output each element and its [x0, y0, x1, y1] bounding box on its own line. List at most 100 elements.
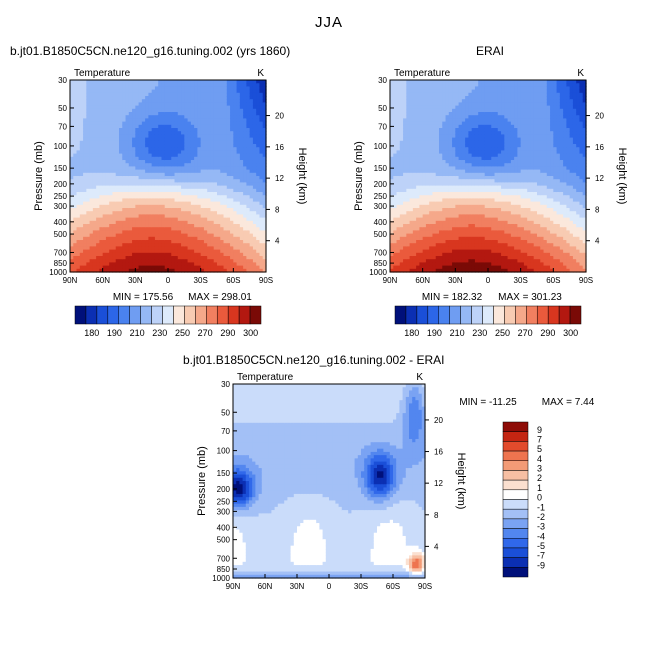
panel1-cell [262, 92, 267, 97]
panel1-cell [73, 105, 78, 110]
panel1-cell [105, 134, 110, 139]
panel2-cell [442, 262, 447, 267]
panel1-cell [92, 217, 97, 222]
panel2-cell [429, 144, 434, 148]
panel1-cell [217, 268, 221, 273]
panel1-cell [164, 105, 169, 110]
panel1-cell [220, 236, 225, 241]
panel1-cell [135, 124, 140, 129]
panel1-cell [161, 182, 166, 187]
panel1-cell [96, 214, 100, 219]
panel1-cell [187, 192, 192, 196]
panel1-cell [207, 179, 212, 183]
panel1-cell [256, 201, 261, 206]
panel2-cell [399, 227, 404, 231]
panel1-cell [102, 198, 107, 203]
panel1-cell [168, 150, 172, 155]
panel1-cell [70, 150, 74, 155]
panel2-cell [422, 105, 427, 110]
panel1-cell [96, 262, 100, 267]
panel1-cell [187, 198, 192, 203]
panel1-cell [210, 233, 215, 238]
panel1-cell [249, 134, 254, 139]
panel2-cell [409, 249, 414, 254]
panel1-cell [161, 153, 166, 158]
panel1-cell [194, 147, 198, 151]
panel1-cell [112, 80, 117, 84]
panel1-cell [89, 108, 94, 113]
panel1-cell [249, 176, 254, 180]
panel2-cell [448, 169, 453, 174]
panel1-cell [70, 268, 74, 273]
panel2-cell [429, 204, 434, 209]
panel1-cell [99, 240, 104, 244]
panel1-cell [194, 214, 198, 219]
panel1-cell [70, 204, 74, 209]
panel1-cell [181, 208, 185, 212]
panel2-cell [432, 137, 437, 142]
panel1-cell [154, 182, 159, 187]
panel2-cell [406, 99, 411, 103]
panel1-cell [262, 179, 267, 183]
panel1-cell [105, 102, 110, 107]
panel1-cell [70, 246, 74, 251]
panel2-cell [422, 121, 427, 126]
panel1-cell [141, 188, 146, 193]
panel1-cell [184, 124, 189, 129]
panel2-cell [445, 86, 450, 91]
panel1-cell [177, 259, 182, 263]
panel1-cell [102, 236, 107, 241]
panel2-cell [399, 214, 404, 219]
panel2-cell [435, 128, 440, 132]
panel1-cell [73, 217, 78, 222]
panel1-cell [164, 121, 169, 126]
panel1-cell [112, 131, 117, 135]
panel1-cell [148, 246, 153, 251]
panel1-cell [89, 153, 94, 158]
panel1-cell [105, 259, 110, 263]
panel1-cell [177, 243, 182, 247]
panel1-cell [259, 246, 264, 251]
panel1-cell [76, 243, 81, 247]
panel1-cell [96, 211, 100, 215]
panel1-cell [210, 208, 215, 212]
panel1-cell [252, 96, 257, 100]
panel1-cell [249, 249, 254, 254]
panel1-cell [223, 220, 228, 225]
panel1-cell [243, 252, 247, 257]
panel1-cell [249, 195, 254, 199]
panel1-cell [190, 256, 195, 260]
panel1-cell [200, 188, 205, 193]
panel2-cell [403, 134, 407, 139]
panel1-cell [119, 249, 123, 254]
panel2-cell [422, 160, 427, 164]
panel1-cell [86, 185, 91, 190]
panel2-cell [416, 220, 420, 225]
panel1-cell [177, 192, 182, 196]
panel2-cell [419, 204, 424, 209]
panel1-cell [141, 201, 146, 206]
panel1-cell [174, 201, 179, 206]
panel1-cell [128, 188, 133, 193]
panel1-cell [132, 99, 136, 103]
panel2-cell [448, 153, 453, 158]
panel1-cell [197, 96, 202, 100]
panel1-cell [220, 156, 225, 161]
panel1-cell [89, 176, 94, 180]
panel2-cell [396, 240, 401, 244]
panel2-cell [435, 217, 440, 222]
panel1-cell [112, 150, 117, 155]
panel1-cell [181, 96, 185, 100]
panel1-cell [132, 160, 136, 164]
panel2-cell [435, 144, 440, 148]
panel1-cell [135, 140, 140, 145]
panel1-cell [213, 230, 218, 235]
panel2-cell [403, 259, 407, 263]
panel1-cell [207, 153, 212, 158]
panel2-cell [425, 252, 430, 257]
panel1-cell [203, 156, 208, 161]
panel1-cell [164, 243, 169, 247]
panel2-cell [396, 160, 401, 164]
panel1-cell [223, 105, 228, 110]
